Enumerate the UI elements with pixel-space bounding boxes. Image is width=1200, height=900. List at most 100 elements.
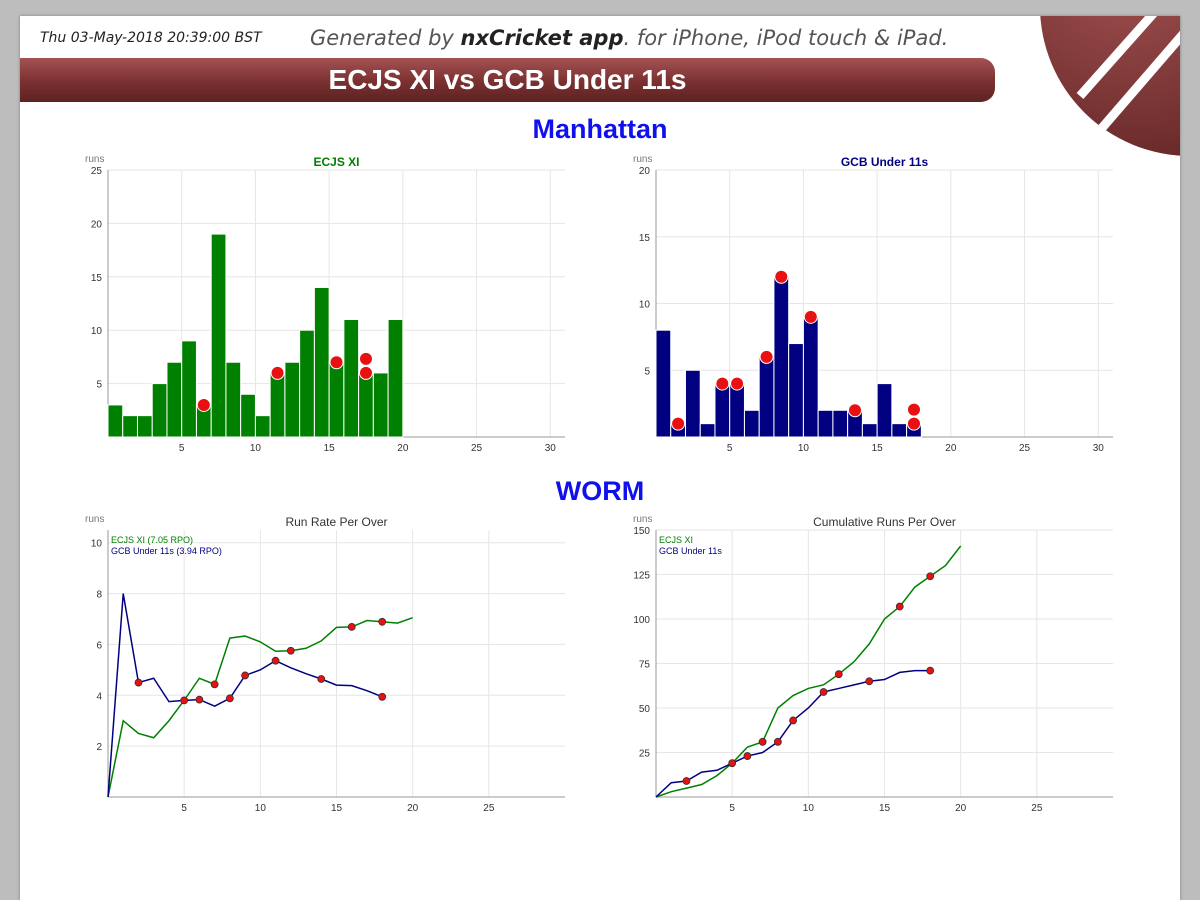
y-tick-label: 5: [96, 380, 102, 391]
wicket-marker: [329, 355, 344, 370]
y-tick-label: 2: [96, 742, 102, 753]
wicket-marker: [358, 365, 373, 380]
y-tick-label: 20: [639, 166, 651, 177]
x-tick-label: 25: [471, 443, 483, 454]
x-tick-label: 5: [179, 443, 185, 454]
bar-over-10: [240, 393, 256, 438]
x-tick-label: 20: [397, 443, 409, 454]
wicket-marker: [671, 416, 686, 431]
app-name: nxCricket app: [460, 26, 624, 50]
bar-over-16: [876, 383, 893, 438]
wicket-point: [758, 737, 767, 746]
legend-entry: GCB Under 11s: [659, 546, 722, 556]
bar-over-20: [387, 319, 404, 438]
chart-title: Run Rate Per Over: [285, 515, 387, 529]
y-tick-label: 4: [96, 691, 102, 702]
wicket-point: [134, 678, 143, 687]
x-tick-label: 25: [1031, 803, 1043, 814]
x-tick-label: 10: [250, 443, 262, 454]
wicket-marker: [715, 376, 730, 391]
wicket-marker: [759, 349, 774, 364]
y-tick-label: 50: [639, 704, 651, 715]
wicket-point: [180, 696, 189, 705]
x-tick-label: 15: [872, 443, 884, 454]
wicket-point: [271, 656, 280, 665]
bar-over-19: [372, 372, 389, 438]
y-tick-label: 100: [633, 615, 650, 626]
x-tick-label: 30: [1093, 443, 1105, 454]
series-line-1: [655, 669, 931, 798]
x-tick-label: 30: [545, 443, 557, 454]
legend-entry: ECJS XI: [659, 535, 693, 545]
chart-title: Cumulative Runs Per Over: [813, 515, 956, 529]
y-tick-label: 150: [633, 526, 650, 537]
bar-over-4: [699, 423, 716, 438]
x-tick-label: 5: [729, 803, 735, 814]
wicket-point: [773, 737, 782, 746]
manhattan-chart-gcb: 510152051015202530runsoversGCB Under 11s: [633, 154, 1113, 454]
x-tick-label: 15: [324, 443, 336, 454]
wicket-marker: [906, 402, 921, 417]
series-line-0: [107, 617, 413, 798]
x-tick-label: 5: [727, 443, 733, 454]
wicket-point: [210, 680, 219, 689]
x-tick-label: 10: [798, 443, 810, 454]
generated-by-line: Generated by nxCricket app. for iPhone, …: [310, 26, 948, 50]
wicket-point: [743, 752, 752, 760]
wicket-point: [378, 692, 387, 701]
y-tick-label: 5: [644, 366, 650, 377]
wicket-point: [195, 695, 204, 704]
x-tick-label: 10: [803, 803, 815, 814]
wicket-point: [378, 617, 387, 626]
bar-over-16: [328, 361, 345, 438]
wicket-point: [682, 777, 691, 785]
wicket-point: [317, 675, 326, 683]
x-tick-label: 15: [879, 803, 891, 814]
bar-over-13: [284, 361, 301, 438]
manhattan-chart-ecjs: 51015202551015202530runsoversECJS XI: [85, 154, 565, 454]
bar-over-6: [181, 340, 197, 438]
x-tick-label: 20: [945, 443, 957, 454]
x-tick-label: 20: [955, 803, 967, 814]
bar-over-9: [773, 276, 790, 438]
manhattan-heading: Manhattan: [532, 114, 668, 144]
wicket-point: [926, 666, 935, 675]
bar-over-15: [313, 286, 330, 438]
legend-entry: ECJS XI (7.05 RPO): [111, 535, 193, 545]
match-title: ECJS XI vs GCB Under 11s: [328, 64, 687, 95]
y-tick-label: 75: [639, 660, 651, 671]
wicket-point: [286, 646, 295, 655]
wicket-marker: [774, 269, 789, 284]
wicket-point: [225, 694, 234, 703]
chart-title: GCB Under 11s: [841, 155, 929, 169]
y-axis-label: runs: [85, 514, 104, 525]
bar-over-13: [832, 409, 849, 438]
wicket-point: [865, 677, 874, 686]
wicket-marker: [196, 397, 211, 412]
bar-over-18: [358, 372, 374, 438]
y-axis-label: runs: [633, 154, 652, 165]
series-line-0: [655, 545, 962, 798]
y-tick-label: 125: [633, 571, 650, 582]
bar-over-2: [122, 415, 138, 438]
wicket-point: [895, 602, 904, 611]
legend-entry: GCB Under 11s (3.94 RPO): [111, 546, 222, 556]
bar-over-8: [210, 233, 227, 438]
worm-heading: WORM: [555, 476, 645, 506]
y-tick-label: 10: [91, 539, 103, 550]
y-tick-label: 15: [91, 273, 103, 284]
bar-over-5: [166, 361, 183, 438]
x-tick-label: 25: [483, 803, 495, 814]
y-tick-label: 20: [91, 219, 103, 230]
wicket-point: [926, 572, 935, 581]
x-tick-label: 5: [181, 803, 187, 814]
y-tick-label: 15: [639, 233, 651, 244]
bar-over-14: [299, 329, 315, 438]
bar-over-1: [655, 329, 672, 438]
bar-over-17: [891, 423, 908, 438]
bar-over-9: [225, 361, 242, 438]
bar-over-12: [269, 372, 286, 438]
cricket-ball-icon: [1040, 16, 1180, 156]
wicket-marker: [270, 365, 285, 380]
bar-over-11: [254, 415, 271, 438]
